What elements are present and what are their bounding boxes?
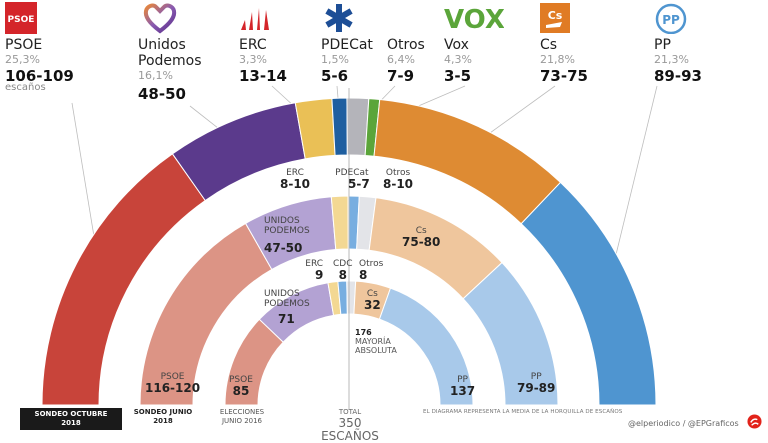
parliament-chart [41,85,658,410]
psoe-logo-icon: PSOE [5,2,37,34]
label-in-cdc: CDC 8 [333,259,353,282]
party-percent: 16,1% [138,69,173,82]
svg-text:VOX: VOX [444,5,504,34]
party-seats: 7-9 [387,67,415,85]
caption-middle: SONDEO JUNIO 2018 [133,408,193,425]
svg-text:PP: PP [662,13,680,27]
cs-logo-icon: Cs [540,3,570,33]
pdecat-asterisk-logo-icon [325,4,353,32]
party-otros: Otros 6,4% 7-9 [387,37,425,85]
party-percent: 4,3% [444,53,472,66]
party-percent: 1,5% [321,53,349,66]
party-psoe: PSOE PSOE 25,3% 106-109 escaños [5,2,74,93]
party-name: PP [654,37,671,53]
party-pdecat: PDECat 1,5% 5-6 [321,2,373,85]
party-name: Vox [444,37,469,53]
majority-label: 176 MAYORÍA ABSOLUTA [355,328,397,355]
label-mid-psoe: PSOE 116-120 [145,372,201,395]
party-seats: 48-50 [138,85,186,103]
party-name-l2: Podemos [138,53,202,69]
segment-middle-pp [462,261,559,406]
party-percent: 21,8% [540,53,575,66]
party-seats: 89-93 [654,67,702,85]
party-name-l1: Unidos [138,37,186,53]
vox-logo-icon: VOX [444,5,504,34]
party-seats: 5-6 [321,67,349,85]
footnote: EL DIAGRAMA REPRESENTA LA MEDIA DE LA HO… [423,409,623,415]
pp-logo-icon: PP [655,3,687,34]
erc-logo-icon [241,8,269,30]
party-name: PDECat [321,37,373,53]
label-in-cs: Cs 32 [364,289,381,312]
segment-outer-pp [520,181,657,406]
label-mid-otros: Otros 8-10 [383,168,414,191]
caption-inner: ELECCIONES JUNIO 2016 [219,408,265,425]
heart-logo-icon [143,3,177,34]
party-seats: 73-75 [540,67,588,85]
party-name: PSOE [5,37,43,53]
party-erc: ERC 3,3% 13-14 [239,2,287,85]
rings [41,97,657,406]
party-cs: Cs Cs 21,8% 73-75 [540,2,588,85]
party-seats: 106-109 [5,67,74,85]
party-name: Cs [540,37,558,53]
label-mid-up: UNIDOS PODEMOS 47-50 [264,216,310,255]
party-percent: 25,3% [5,53,40,66]
svg-text:PSOE: PSOE [8,15,35,25]
label-mid-cs: Cs 75-80 [402,226,441,249]
party-seats: 13-14 [239,67,287,85]
party-percent: 21,3% [654,53,689,66]
svg-text:Cs: Cs [548,9,563,22]
credit: @elperiodico / @EPGraficos [628,419,739,428]
party-percent: 6,4% [387,53,415,66]
party-unidos-podemos: Unidos Podemos 16,1% 48-50 [138,2,202,103]
label-in-up: UNIDOS PODEMOS 71 [264,289,310,326]
elperiodico-logo-icon [747,414,762,429]
segment-inner-pp [378,287,474,406]
label-mid-pp: PP 79-89 [517,372,556,395]
segment-outer-pdecat [331,97,348,156]
party-name: Otros [387,37,425,53]
party-pp: PP PP 21,3% 89-93 [654,2,702,85]
party-name: ERC [239,37,267,53]
label-in-otros: Otros 8 [359,259,384,282]
label-in-pp: PP 137 [450,375,476,398]
party-percent: 3,3% [239,53,267,66]
label-mid-erc: ERC 8-10 [280,168,311,191]
party-seats: 3-5 [444,67,472,85]
caption-outer: SONDEO OCTUBRE 2018 [20,408,122,430]
party-vox: VOX Vox 4,3% 3-5 [444,2,504,85]
seats-unit: escaños [5,82,46,93]
total-seats: TOTAL 350 ESCAÑOS [321,408,379,443]
label-in-psoe: PSOE 85 [229,375,253,398]
label-mid-pdecat: PDECat 5-7 [335,168,370,191]
label-in-erc: ERC 9 [305,259,324,282]
